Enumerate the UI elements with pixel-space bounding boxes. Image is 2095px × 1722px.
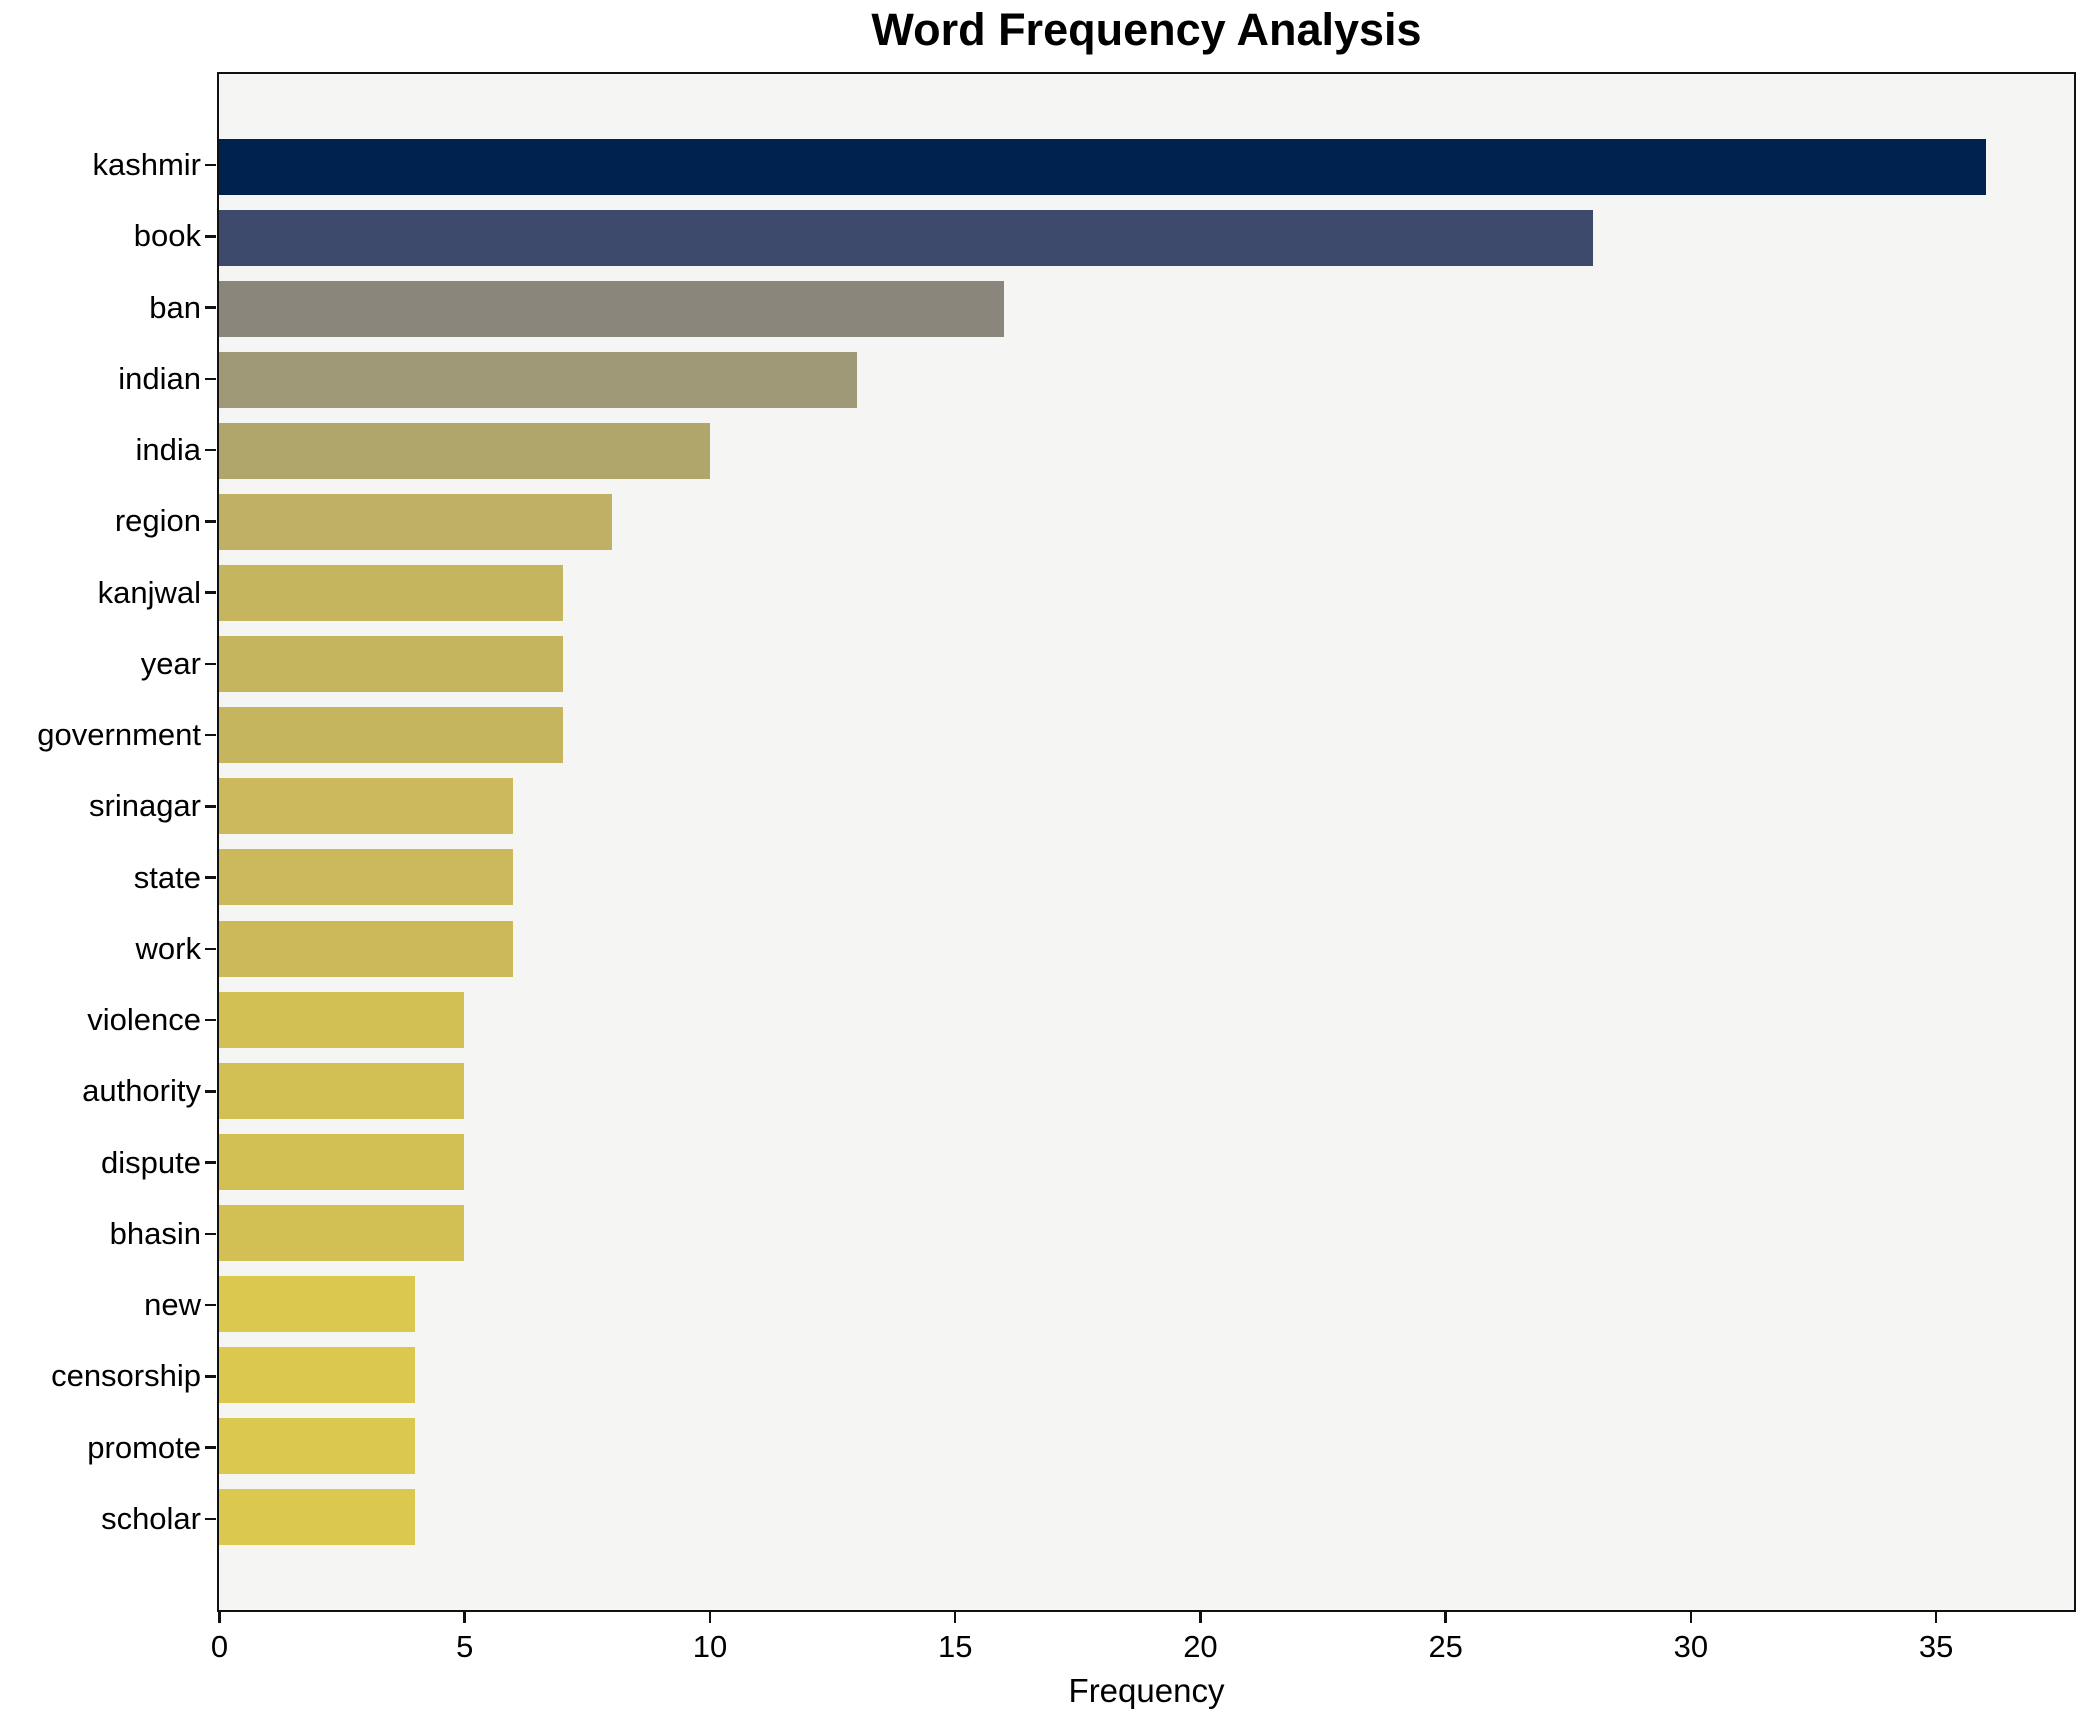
- x-tick-label-25: 25: [1428, 1629, 1463, 1664]
- y-tick-label-work: work: [135, 930, 201, 966]
- bar-state: [219, 849, 514, 906]
- y-tick-label-promote: promote: [87, 1429, 201, 1465]
- x-tick-label-5: 5: [456, 1629, 474, 1664]
- y-tick-mark: [205, 1446, 216, 1449]
- x-axis-title: Frequency: [1068, 1672, 1225, 1709]
- y-tick-mark: [205, 805, 216, 808]
- bar-year: [219, 636, 563, 693]
- bar-promote: [219, 1417, 416, 1474]
- bar-indian: [219, 352, 857, 409]
- y-tick-mark: [205, 163, 216, 167]
- bar-censorship: [219, 1346, 416, 1403]
- y-tick-label-government: government: [37, 717, 201, 753]
- bar-new: [219, 1275, 416, 1332]
- bar-region: [219, 494, 612, 551]
- chart-title: Word Frequency Analysis: [871, 4, 1422, 55]
- bar-scholar: [219, 1488, 416, 1545]
- y-tick-label-kanjwal: kanjwal: [97, 574, 201, 610]
- plot-area: [217, 72, 2076, 1612]
- y-tick-mark: [205, 377, 216, 381]
- y-tick-label-region: region: [114, 503, 201, 539]
- y-tick-mark: [205, 1303, 216, 1307]
- y-tick-mark: [205, 733, 216, 737]
- x-tick-mark: [1689, 1612, 1693, 1623]
- y-tick-mark: [205, 1018, 216, 1022]
- y-tick-label-violence: violence: [87, 1002, 201, 1038]
- x-tick-label-0: 0: [210, 1629, 229, 1664]
- bar-book: [219, 210, 1594, 267]
- y-tick-label-authority: authority: [82, 1073, 201, 1109]
- bar-authority: [219, 1062, 465, 1119]
- y-tick-label-censorship: censorship: [51, 1358, 201, 1394]
- x-tick-label-15: 15: [937, 1629, 973, 1664]
- bar-kanjwal: [219, 565, 563, 622]
- y-tick-mark: [205, 1375, 216, 1378]
- x-tick-mark: [953, 1612, 957, 1623]
- bar-srinagar: [219, 778, 514, 835]
- y-tick-mark: [205, 1517, 216, 1521]
- y-axis-labels: kashmir book ban indian india region kanjwal ye…: [0, 72, 201, 1612]
- bar-india: [219, 423, 710, 480]
- y-tick-label-ban: ban: [149, 289, 201, 325]
- y-tick-label-bhasin: bhasin: [109, 1215, 201, 1251]
- x-tick-label-10: 10: [692, 1629, 728, 1664]
- y-tick-label-srinagar: srinagar: [89, 788, 201, 824]
- x-tick-mark: [463, 1612, 466, 1623]
- y-tick-label-dispute: dispute: [101, 1144, 201, 1180]
- y-tick-label-scholar: scholar: [101, 1501, 201, 1536]
- x-tick-mark: [1934, 1612, 1938, 1623]
- bar-government: [219, 707, 563, 764]
- y-tick-mark: [205, 235, 216, 238]
- x-tick-label-30: 30: [1673, 1629, 1709, 1664]
- bars-container: [219, 74, 2074, 1610]
- y-tick-label-year: year: [140, 645, 201, 681]
- y-tick-mark: [205, 1161, 216, 1164]
- y-tick-label-state: state: [133, 859, 201, 895]
- bar-bhasin: [219, 1204, 465, 1261]
- y-tick-mark: [205, 947, 216, 951]
- y-tick-label-kashmir: kashmir: [92, 147, 201, 182]
- y-tick-mark: [205, 876, 216, 879]
- y-tick-mark: [205, 1090, 216, 1093]
- x-tick-label-20: 20: [1183, 1629, 1218, 1664]
- y-tick-mark: [205, 662, 216, 666]
- y-tick-mark: [205, 448, 216, 452]
- bar-dispute: [219, 1133, 465, 1190]
- x-tick-mark: [218, 1612, 221, 1623]
- y-tick-mark: [205, 306, 216, 309]
- bar-kashmir: [219, 139, 1986, 195]
- y-tick-label-indian: indian: [118, 360, 201, 396]
- y-tick-mark: [205, 1232, 216, 1236]
- x-tick-mark: [1444, 1612, 1447, 1623]
- bar-violence: [219, 991, 465, 1048]
- x-tick-mark: [1199, 1612, 1202, 1623]
- bar-work: [219, 920, 514, 977]
- y-tick-mark: [205, 520, 216, 523]
- x-tick-mark: [708, 1612, 712, 1623]
- x-tick-label-35: 35: [1918, 1629, 1954, 1664]
- y-tick-label-book: book: [133, 218, 201, 254]
- y-tick-label-new: new: [144, 1287, 201, 1323]
- y-tick-label-india: india: [135, 432, 202, 468]
- y-tick-mark: [205, 591, 216, 594]
- bar-ban: [219, 281, 1005, 338]
